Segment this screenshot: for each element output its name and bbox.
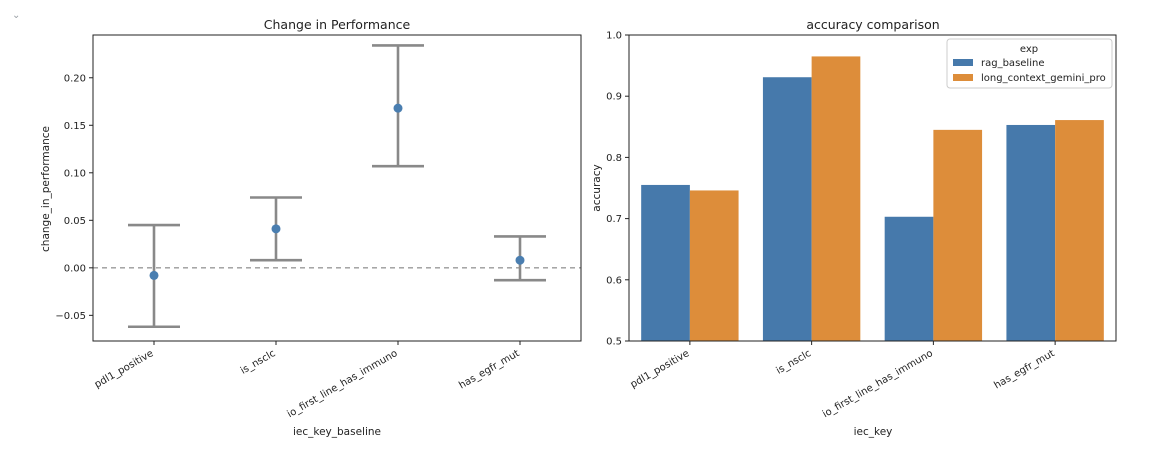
- bar-rag-baseline: [884, 216, 934, 341]
- legend: exp rag_baseline long_context_gemini_pro: [946, 38, 1113, 89]
- y-tick-label: 0.8: [606, 153, 622, 164]
- x-tick-label: pdl1_positive: [93, 348, 156, 391]
- y-tick-label: −0.05: [55, 311, 86, 322]
- performance-axes-frame: [92, 34, 582, 342]
- performance-y-axis-label: change_in_performance: [40, 126, 52, 252]
- x-tick-label: has_egfr_mut: [457, 348, 521, 391]
- accuracy-axes-frame: [628, 34, 1117, 342]
- y-tick-label: 0.00: [64, 263, 86, 274]
- y-tick-label: 0.20: [64, 73, 86, 84]
- accuracy-x-axis-label: iec_key: [854, 426, 893, 438]
- y-tick-label: 1.0: [606, 31, 622, 42]
- bar-rag-baseline: [1006, 124, 1056, 342]
- bar-rag-baseline: [641, 184, 690, 341]
- legend-swatch-long-context-gemini-pro: [953, 74, 973, 81]
- chevron-down-icon[interactable]: ⌄: [12, 10, 21, 21]
- performance-plot-area: −0.05 0.00 0.05 0.10 0.15 0.20 pdl1_positive is…: [55, 44, 581, 420]
- data-point: [515, 255, 525, 265]
- x-tick-label: io_first_line_has_immuno: [821, 348, 935, 420]
- bar-long-context-gemini-pro: [933, 129, 983, 341]
- y-tick-label: 0.7: [606, 214, 622, 225]
- y-tick-label: 0.9: [606, 92, 622, 103]
- bar-long-context-gemini-pro: [811, 56, 861, 342]
- legend-label-rag-baseline: rag_baseline: [981, 58, 1044, 69]
- accuracy-plot-area: pdl1_positive is_nsclc io_first_line_has_i…: [606, 31, 1104, 420]
- y-tick-label: 0.15: [64, 121, 86, 132]
- x-tick-label: is_nsclc: [774, 348, 813, 377]
- bar-long-context-gemini-pro: [689, 190, 739, 341]
- legend-label-long-context-gemini-pro: long_context_gemini_pro: [981, 73, 1106, 84]
- y-tick-label: 0.10: [64, 168, 86, 179]
- legend-swatch-rag-baseline: [953, 59, 973, 66]
- bar-long-context-gemini-pro: [1055, 120, 1104, 342]
- performance-chart-title: Change in Performance: [264, 17, 411, 32]
- data-point: [149, 270, 159, 280]
- y-tick-label: 0.05: [64, 216, 86, 227]
- x-tick-label: has_egfr_mut: [992, 348, 1056, 391]
- accuracy-y-axis-label: accuracy: [591, 164, 603, 211]
- accuracy-chart: accuracy comparison pdl1_positive is_nscl…: [591, 17, 1117, 438]
- x-tick-label: io_first_line_has_immuno: [286, 348, 400, 420]
- x-tick-label: pdl1_positive: [629, 348, 692, 391]
- legend-title: exp: [1020, 44, 1038, 55]
- data-point: [393, 103, 403, 113]
- y-tick-label: 0.5: [606, 337, 622, 348]
- performance-x-axis-label: iec_key_baseline: [293, 426, 381, 438]
- accuracy-chart-title: accuracy comparison: [806, 17, 939, 32]
- data-point: [271, 224, 281, 234]
- performance-chart: Change in Performance −0.05 0.00 0.05 0.10 0…: [40, 17, 582, 438]
- legend-box: [946, 38, 1113, 89]
- x-tick-label: is_nsclc: [239, 348, 278, 377]
- y-tick-label: 0.6: [606, 275, 622, 286]
- bar-rag-baseline: [762, 77, 812, 341]
